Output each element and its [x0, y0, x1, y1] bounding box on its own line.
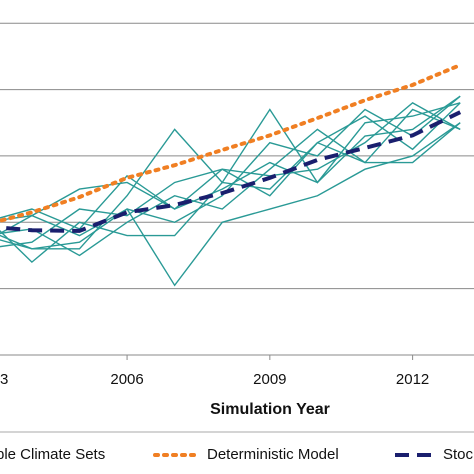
ensemble-line	[0, 122, 461, 287]
x-tick-label: 3	[0, 371, 8, 388]
ensemble-line	[0, 108, 461, 257]
legend-label: Deterministic Model	[207, 446, 339, 463]
legend-label: ble Climate Sets	[0, 446, 105, 463]
ensemble-line	[0, 102, 461, 235]
legend: ble Climate Sets Deterministic Model Stoc	[0, 446, 474, 463]
x-tick-label: 2012	[396, 371, 429, 388]
x-tick-label: 2006	[110, 371, 143, 388]
series-line	[0, 110, 462, 233]
ensemble-line	[0, 102, 461, 248]
series-line	[0, 63, 463, 223]
x-tick-label: 2009	[253, 371, 286, 388]
plot-area	[0, 63, 463, 287]
x-axis: 3 2006 2009 2012	[0, 354, 474, 388]
ensemble-line	[0, 102, 461, 230]
legend-label: Stoc	[443, 446, 474, 463]
x-axis-title: Simulation Year	[210, 401, 330, 418]
ensemble-line	[0, 95, 461, 250]
ensemble-line	[0, 122, 461, 264]
